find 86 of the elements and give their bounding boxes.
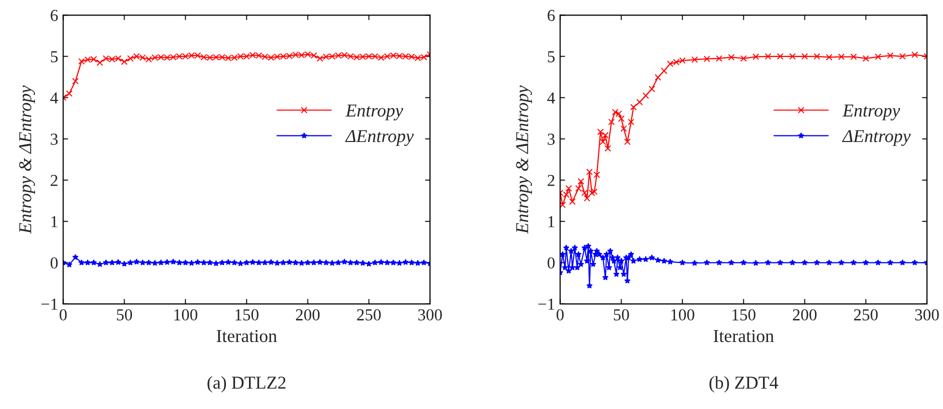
point <box>591 188 598 195</box>
y-tick-label: 5 <box>548 51 555 62</box>
y-tick-label: 1 <box>548 216 554 228</box>
x-axis-title: Iteration <box>714 330 774 342</box>
point <box>740 55 747 62</box>
point <box>899 53 906 60</box>
point <box>654 74 662 81</box>
point <box>578 178 584 185</box>
y-tick-label: 2 <box>548 174 554 186</box>
legend-label: Entropy <box>345 104 404 120</box>
point <box>716 55 722 62</box>
point <box>660 68 668 74</box>
point <box>776 53 784 60</box>
point <box>789 53 796 60</box>
point <box>616 110 622 117</box>
point <box>636 98 643 106</box>
point <box>565 185 572 192</box>
x-tick-label: 0 <box>60 309 67 320</box>
y-tick-label: 3 <box>548 134 555 145</box>
x-tick-label: 200 <box>792 309 817 320</box>
point <box>691 56 698 63</box>
y-tick-label: −1 <box>41 298 58 310</box>
point <box>560 202 566 208</box>
y-axis-title: Entropy & ΔEntropy <box>19 85 36 234</box>
y-tick-label: 2 <box>50 174 58 186</box>
point <box>628 118 634 126</box>
x-axis-title: Iteration <box>216 330 277 342</box>
y-tick-label: 5 <box>50 51 58 62</box>
x-tick-label: 300 <box>915 309 939 320</box>
x-tick-label: 300 <box>418 309 442 320</box>
point <box>874 54 882 60</box>
point <box>602 132 609 138</box>
legend-label: ΔEntropy <box>345 130 414 146</box>
y-tick-label: 6 <box>50 10 58 22</box>
point <box>575 185 582 192</box>
point <box>752 54 760 60</box>
point <box>642 92 649 99</box>
text: (b) ZDT4 <box>710 376 778 392</box>
point <box>597 128 604 136</box>
y-tick-label: 0 <box>548 257 555 269</box>
point <box>911 51 918 58</box>
x-tick-label: 100 <box>671 309 694 320</box>
point <box>887 52 894 59</box>
point <box>586 168 593 176</box>
point <box>604 145 612 152</box>
point <box>569 198 576 205</box>
text: (a) DTLZ2 <box>208 376 286 392</box>
x-tick-label: 0 <box>556 309 564 320</box>
point <box>850 54 857 60</box>
point <box>826 54 832 60</box>
point <box>584 195 590 202</box>
y-tick-label: 4 <box>50 92 58 104</box>
point <box>612 108 618 116</box>
point <box>624 138 631 146</box>
point <box>594 172 600 178</box>
point <box>630 104 637 110</box>
x-tick-label: 50 <box>614 309 629 320</box>
y-tick-label: 3 <box>50 134 58 145</box>
y-axis-title: Entropy & ΔEntropy <box>516 85 532 234</box>
x-tick-label: 100 <box>174 309 198 320</box>
y-tick-label: −1 <box>538 298 554 310</box>
point <box>704 56 710 62</box>
x-tick-label: 250 <box>357 309 381 320</box>
x-tick-label: 150 <box>236 309 258 320</box>
point <box>620 125 627 132</box>
y-tick-label: 1 <box>51 216 58 228</box>
y-tick-label: 4 <box>547 92 556 104</box>
legend-label: ΔEntropy <box>842 130 911 146</box>
x-tick-label: 50 <box>116 309 132 320</box>
x-tick-label: 150 <box>732 309 756 320</box>
point <box>562 191 570 198</box>
y-tick-label: 6 <box>548 10 555 22</box>
point <box>838 54 845 60</box>
y-tick-label: 0 <box>50 257 58 269</box>
legend-label: Entropy <box>842 104 900 120</box>
point <box>618 115 625 122</box>
point <box>608 118 615 126</box>
point <box>801 53 808 60</box>
point <box>600 138 606 146</box>
x-tick-label: 200 <box>296 309 320 320</box>
point <box>728 54 735 60</box>
point <box>764 53 772 60</box>
x-tick-label: 250 <box>854 309 878 320</box>
point <box>648 86 656 92</box>
point <box>814 53 820 60</box>
point <box>862 55 870 62</box>
